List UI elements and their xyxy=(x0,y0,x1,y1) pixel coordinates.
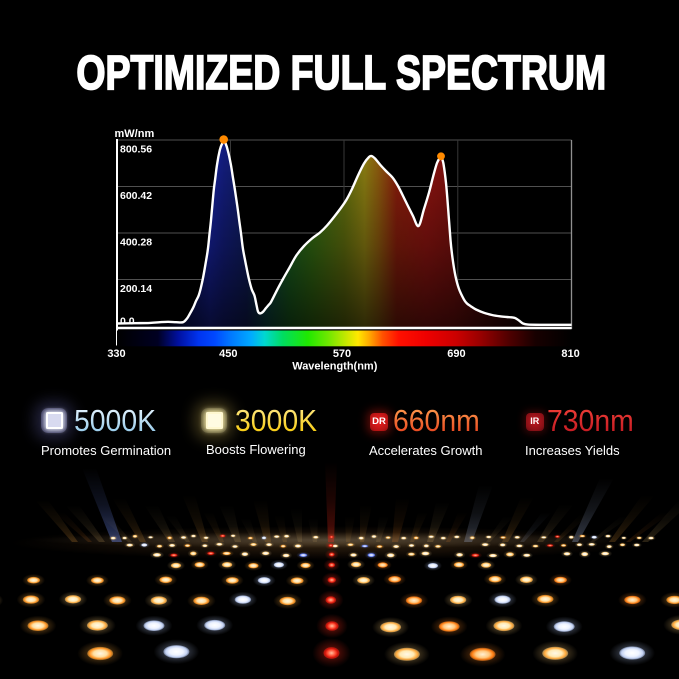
svg-text:570: 570 xyxy=(333,348,351,360)
svg-text:690: 690 xyxy=(447,348,465,360)
svg-text:600.42: 600.42 xyxy=(120,190,152,202)
svg-text:450: 450 xyxy=(219,348,237,360)
svg-text:330: 330 xyxy=(107,348,125,360)
svg-text:200.14: 200.14 xyxy=(120,283,152,295)
svg-text:800.56: 800.56 xyxy=(120,143,152,155)
svg-text:400.28: 400.28 xyxy=(120,237,152,249)
svg-text:0.0: 0.0 xyxy=(120,316,135,328)
svg-text:Wavelength(nm): Wavelength(nm) xyxy=(292,361,377,373)
svg-text:mW/nm: mW/nm xyxy=(115,128,155,140)
svg-text:810: 810 xyxy=(561,348,579,360)
